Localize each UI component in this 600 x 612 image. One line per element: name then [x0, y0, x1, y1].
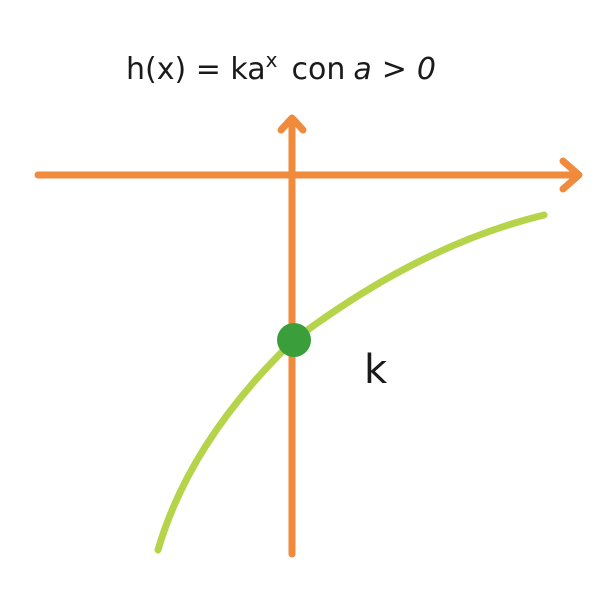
formula-zero: 0 [417, 52, 436, 87]
exponential-curve [154, 211, 548, 554]
formula-title: h(x) = kax con a >0 [126, 48, 436, 87]
formula-condition-word: con [291, 52, 345, 87]
formula-relation: > [382, 52, 407, 87]
formula-base-symbol: a [353, 52, 371, 87]
formula-exponent: x [266, 48, 278, 72]
formula-lhs: h(x) = ka [126, 52, 266, 87]
y-axis-arrowhead [277, 114, 307, 134]
y-intercept-point [277, 323, 311, 357]
intercept-label: k [364, 347, 388, 393]
x-axis-arrowhead [559, 157, 583, 193]
